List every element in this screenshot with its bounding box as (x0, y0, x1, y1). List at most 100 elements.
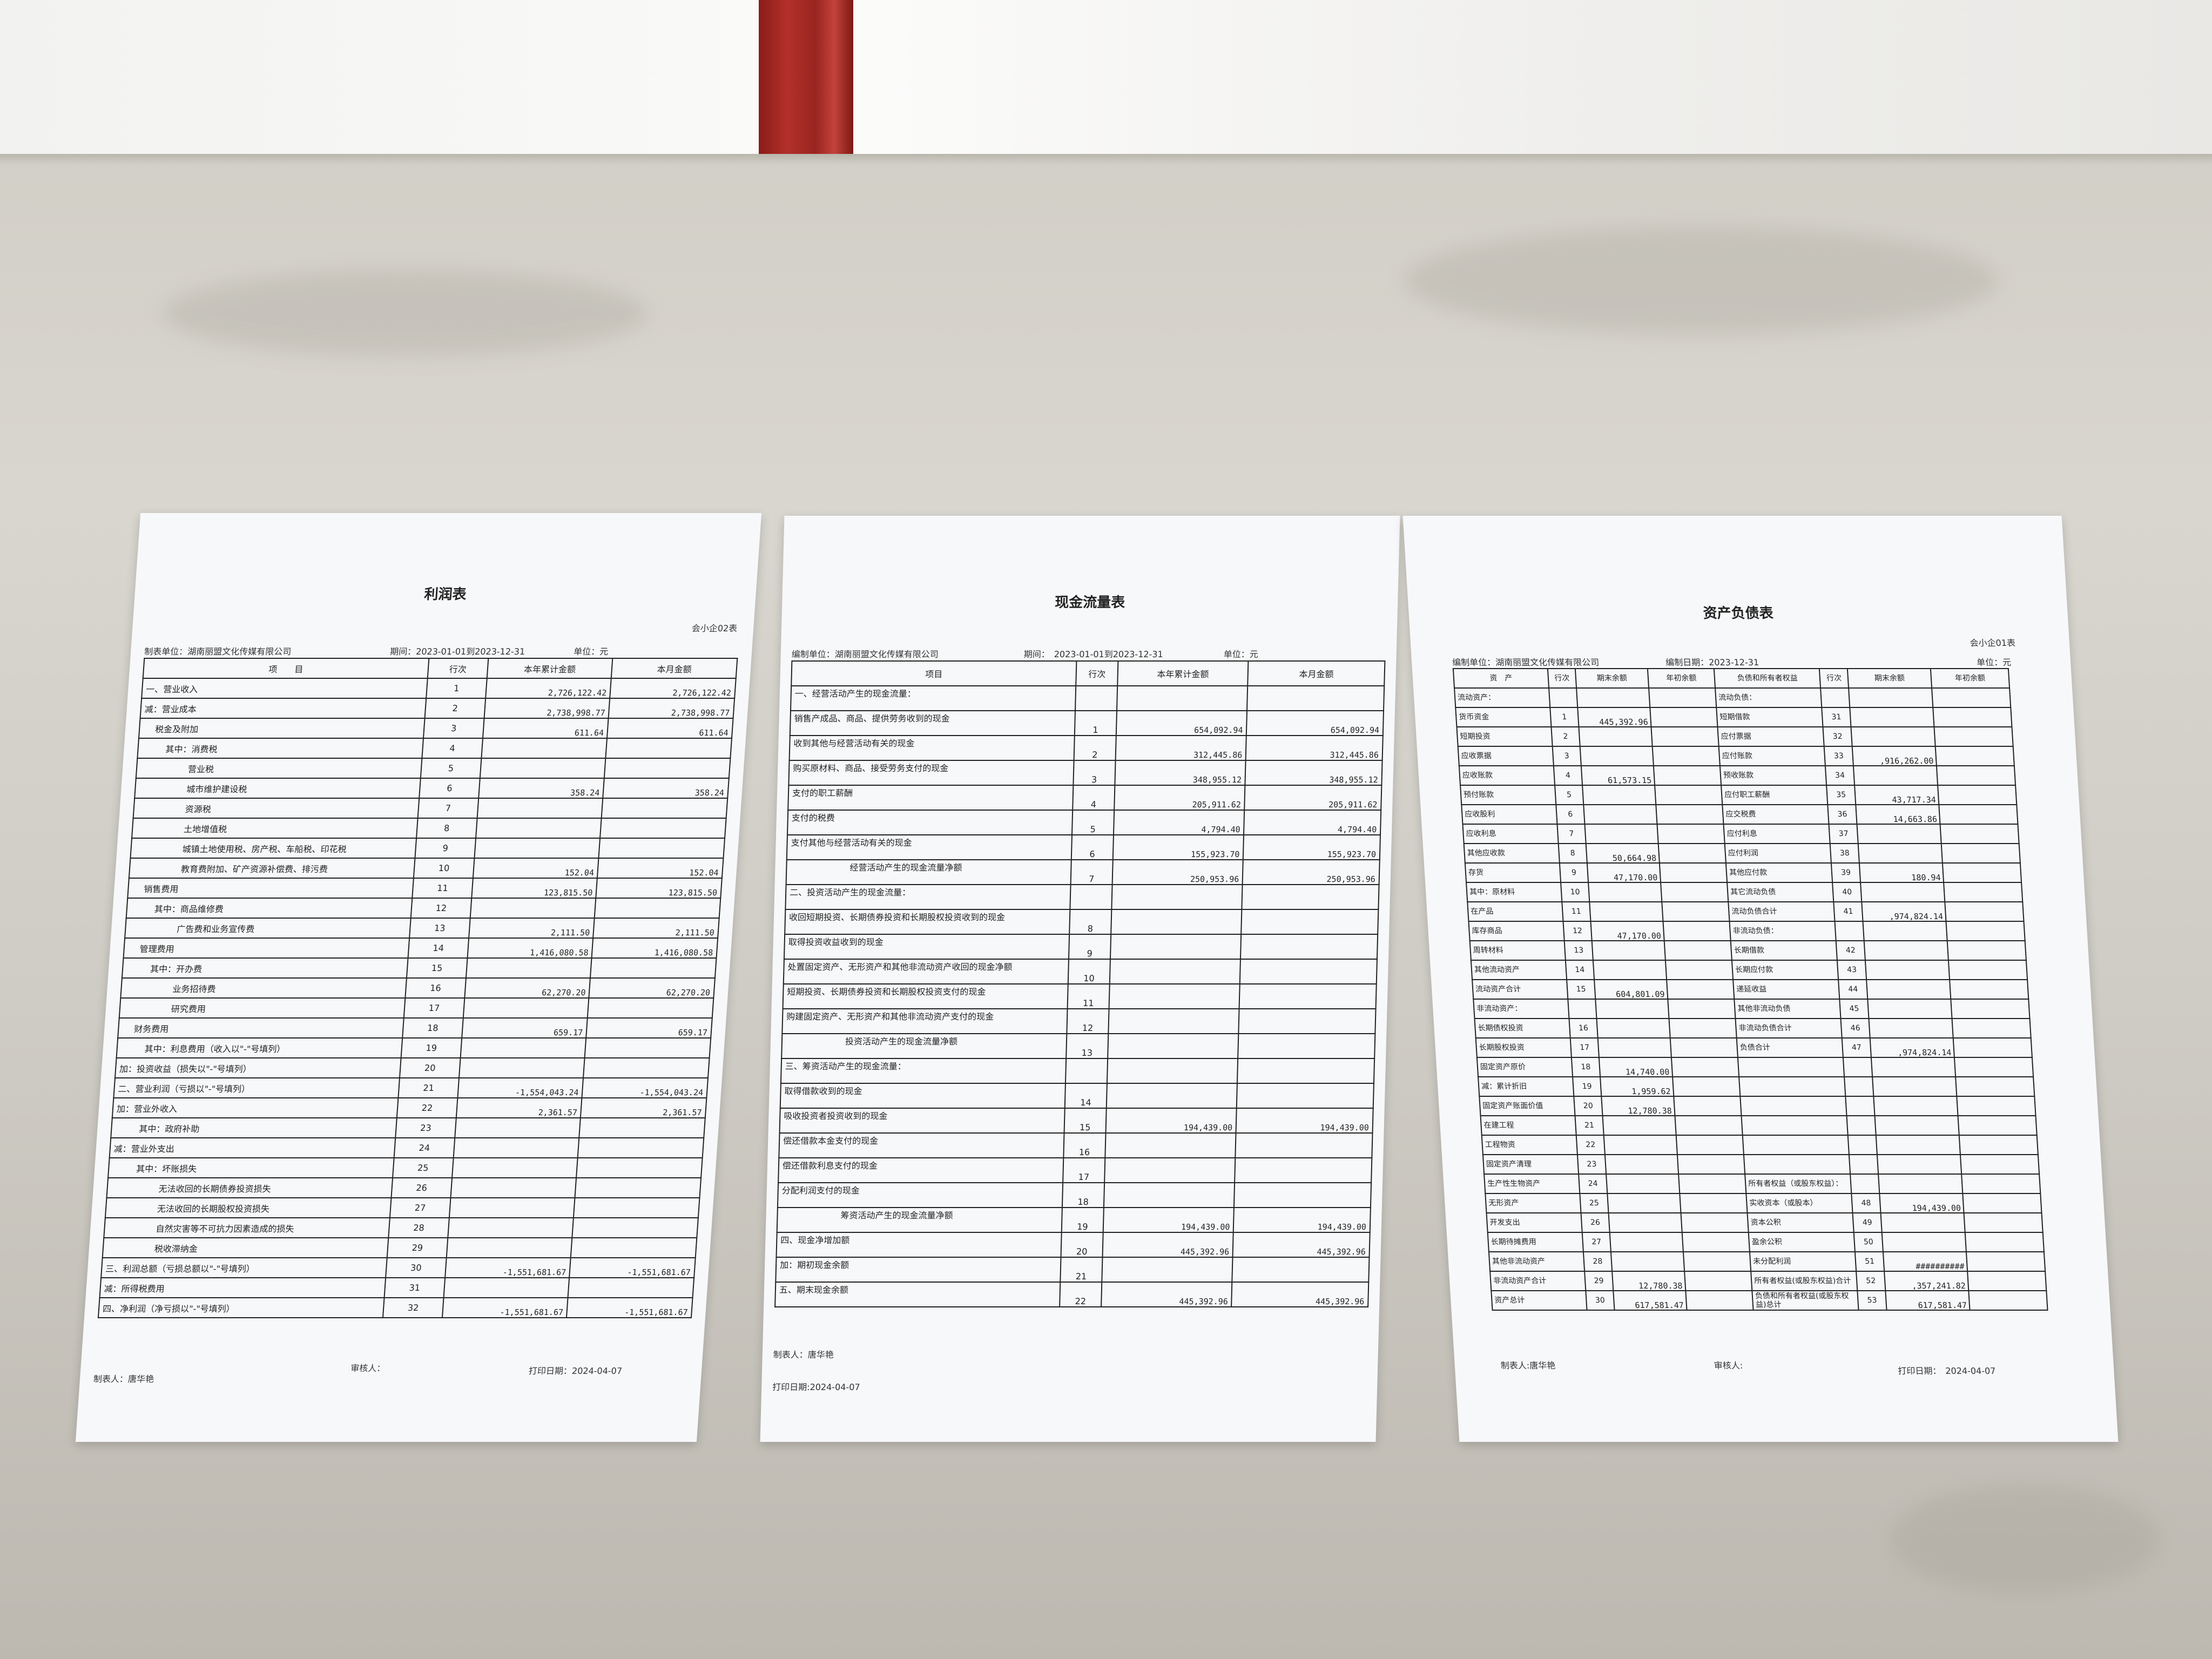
month-amount (1235, 1133, 1373, 1158)
item-label: 库存商品 (1468, 921, 1564, 941)
table-row: 短期投资、长期债券投资和长期股权投资支付的现金 11 (783, 984, 1377, 1009)
month-amount (576, 1158, 703, 1178)
row-number: 24 (1578, 1174, 1608, 1193)
opening-balance (1941, 844, 2020, 863)
ytd-amount (470, 898, 596, 918)
row-number: 30 (386, 1258, 447, 1278)
item-label: 应付利润 (1724, 844, 1832, 863)
ytd-amount (1109, 959, 1241, 984)
table-row: 四、现金净增加额 20 445,392.96 445,392.96 (776, 1232, 1370, 1257)
ytd-amount: 659.17 (461, 1018, 588, 1038)
marble-vein (1404, 227, 1998, 335)
item-label: 减：营业成本 (140, 698, 427, 718)
ytd-amount (449, 1198, 575, 1218)
item-label: 非流动资产： (1473, 999, 1569, 1019)
row-number: 16 (1569, 1019, 1598, 1038)
table-row: 购买原材料、商品、接受劳务支付的现金 3 348,955.12 348,955.12 (788, 760, 1382, 785)
item-label: 周转材料 (1469, 941, 1566, 960)
table-row: 其中：政府补助 23 (111, 1118, 705, 1138)
ytd-amount: -1,554,043.24 (457, 1078, 584, 1098)
month-amount (1234, 1183, 1372, 1208)
item-label: 取得借款收到的现金 (780, 1083, 1065, 1108)
item-label: 所有者权益(或股东权益)合计 (1751, 1271, 1858, 1291)
row-number: 17 (1570, 1038, 1600, 1057)
ending-balance (1850, 707, 1934, 727)
ending-balance (1596, 1019, 1670, 1038)
row-number: 5 (1072, 810, 1115, 835)
table-row: 开发支出 26 资本公积 49 (1486, 1213, 2043, 1232)
ytd-amount (477, 798, 603, 818)
item-label: 其他流动资产 (1471, 960, 1567, 980)
item-label: 固定资产原价 (1476, 1057, 1573, 1077)
table-row: 销售费用 11 123,815.50 123,815.50 (127, 878, 722, 898)
table-row: 城镇土地使用税、房产税、车船税、印花税 9 (130, 838, 725, 858)
unit: 单位：元 (573, 646, 609, 657)
column-header: 本年累计金额 (487, 658, 613, 678)
ytd-amount: 2,111.50 (468, 918, 595, 938)
item-label: 减：营业外支出 (109, 1138, 396, 1158)
header-row: 项 目行次 本年累计金额 本月金额 (143, 658, 738, 678)
row-number: 48 (1851, 1193, 1881, 1213)
ending-balance: 604,801.09 (1594, 980, 1668, 999)
month-amount (578, 1138, 704, 1158)
month-amount (588, 998, 714, 1018)
table-row: 自然灾害等不可抗力因素造成的损失 28 (104, 1218, 698, 1238)
row-number: 25 (393, 1158, 454, 1178)
item-label: 短期投资、长期债券投资和长期股权投资支付的现金 (783, 984, 1068, 1009)
row-number: 21 (1060, 1257, 1103, 1282)
item-label: 应付票据 (1717, 727, 1825, 746)
row-number: 50 (1854, 1232, 1883, 1252)
item-label: 营业税 (136, 758, 422, 778)
item-label: 负债合计 (1736, 1038, 1844, 1057)
item-label: 五、期末现金余额 (775, 1282, 1061, 1307)
item-label: 应收利息 (1462, 824, 1559, 844)
month-amount: -1,551,681.67 (567, 1298, 693, 1318)
row-number: 19 (401, 1038, 462, 1058)
ending-balance (1611, 1252, 1684, 1271)
month-amount (575, 1178, 702, 1198)
opening-balance (1651, 727, 1719, 746)
month-amount: 312,445.86 (1246, 736, 1383, 760)
ytd-amount (443, 1278, 570, 1298)
item-label: 支付的职工薪酬 (788, 785, 1074, 810)
month-amount (604, 758, 731, 778)
table-row: 经营活动产生的现金流量净额 7 250,953.96 250,953.96 (786, 860, 1380, 885)
row-number: 45 (1839, 999, 1869, 1019)
ending-balance (1853, 766, 1938, 785)
ytd-amount (455, 1118, 581, 1138)
opening-balance (1959, 1135, 2038, 1155)
table-row: 其中：原材料 10 其它流动负债 40 (1466, 882, 2023, 902)
ending-balance (1603, 1135, 1677, 1155)
row-number: 2 (1074, 736, 1116, 760)
ending-balance (1874, 1116, 1959, 1135)
row-number (1820, 688, 1850, 707)
table-row: 固定资产原价 18 14,740.00 (1476, 1057, 2034, 1077)
table-row: 收到其他与经营活动有关的现金 2 312,445.86 312,445.86 (789, 736, 1383, 760)
ytd-amount: 152.04 (473, 858, 599, 878)
opening-balance (1663, 921, 1731, 941)
table-row: 其中：商品维修费 12 (126, 898, 721, 918)
ending-balance (1877, 1155, 1962, 1174)
row-number: 20 (1061, 1232, 1103, 1257)
table-row: 减：营业成本 2 2,738,998.77 2,738,998.77 (140, 698, 735, 718)
month-amount: 659.17 (586, 1018, 712, 1038)
row-number (1845, 1096, 1875, 1116)
ytd-amount (1105, 1133, 1236, 1158)
row-number: 4 (1073, 785, 1115, 810)
ytd-amount: 2,361.57 (456, 1098, 582, 1118)
table-row: 应收票据 3 应付账款 33,916,262.00 (1458, 746, 2014, 766)
opening-balance (1966, 1252, 2046, 1271)
cash-flow-sheet: 现金流量表 编制单位：湖南丽盟文化传媒有限公司 期间： 2023-01-01到2… (760, 516, 1400, 1442)
preparer: 制表人：唐华艳 (93, 1374, 154, 1384)
item-label: 其他应付款 (1726, 863, 1833, 882)
column-header: 项 目 (143, 658, 429, 678)
month-amount: 358.24 (603, 778, 729, 798)
row-number: 19 (1572, 1077, 1602, 1096)
month-amount (572, 1218, 698, 1238)
table-row: 存货 9 47,170.00 其他应付款 39 180.94 (1465, 863, 2022, 882)
column-header: 行次 (427, 658, 489, 678)
table-row: 处置固定资产、无形资产和其他非流动资产收回的现金净额 10 (783, 959, 1377, 984)
row-number: 28 (388, 1218, 449, 1238)
ytd-amount (1108, 1009, 1239, 1034)
month-amount: 445,392.96 (1231, 1282, 1369, 1307)
